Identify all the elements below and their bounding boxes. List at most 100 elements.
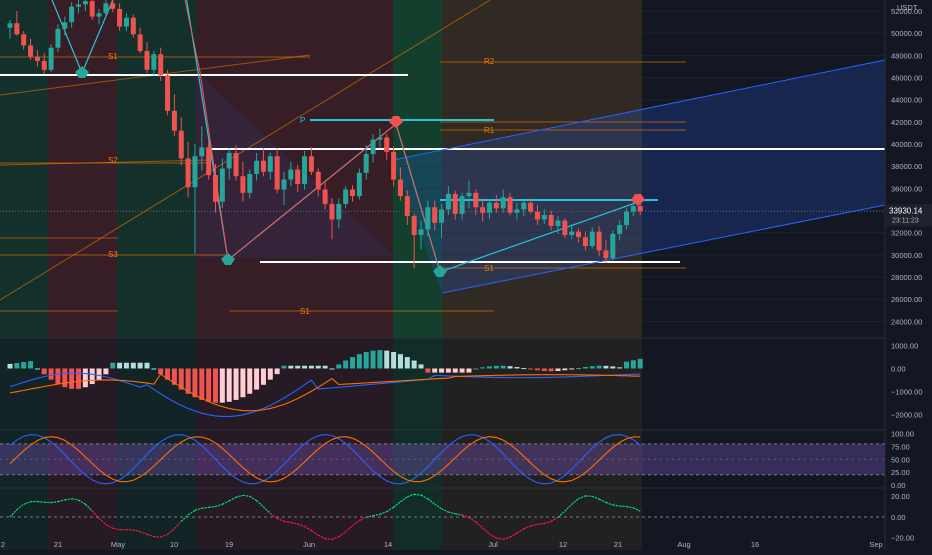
candle-body [309,156,314,172]
macd-histogram-bar [610,366,615,368]
candle-body [501,197,506,208]
candle-body [165,75,170,110]
candle-body [364,154,369,173]
candle-body [377,137,382,139]
macd-histogram-bar [405,357,410,368]
macd-histogram-bar [446,368,451,372]
macd-histogram-bar [343,361,348,369]
pivot-label: S1 [484,264,494,273]
pivot-label: R2 [484,57,495,66]
macd-histogram-bar [288,366,293,369]
macd-histogram-bar [42,368,47,374]
candle-body [569,232,574,235]
macd-histogram-bar [556,368,561,370]
macd-histogram-bar [631,360,636,368]
candle-body [556,221,561,227]
macd-histogram-bar [508,366,513,368]
pivot-label: S1 [108,52,118,61]
macd-histogram-bar [35,368,40,369]
candle-body [268,156,273,172]
time-tick-label: Sep [869,540,882,549]
zone-band [117,0,196,338]
macd-histogram-bar [336,364,341,368]
macd-histogram-bar [473,368,478,369]
candle-body [466,193,471,196]
candle-body [199,147,204,156]
candle-body [617,225,622,234]
pivot-label: S3 [108,250,118,259]
price-tick-label: 40000.00 [891,140,922,149]
stoch-tick-label: 75.00 [891,442,910,451]
candle-body [446,194,451,210]
time-tick-label: 16 [751,540,759,549]
macd-histogram-bar [323,366,328,369]
candle-body [206,147,211,175]
time-tick-label: 21 [614,540,622,549]
candle-body [192,156,197,187]
candle-body [542,215,547,219]
candle-body [35,57,40,61]
macd-histogram-bar [275,368,280,374]
candle-body [576,232,581,238]
macd-histogram-bar [453,368,458,372]
candle-body [227,153,232,169]
macd-histogram-bar [247,368,252,393]
osc-tick-label: −20.00 [891,534,914,543]
time-tick-label: 19 [225,540,233,549]
osc-tick-label: 20.00 [891,492,910,501]
candle-body [624,212,629,225]
macd-histogram-bar [158,368,163,374]
candle-body [412,216,417,235]
candle-body [371,140,376,154]
candle-body [398,180,403,197]
macd-histogram-bar [83,368,88,387]
macd-histogram-bar [131,363,136,369]
candle-body [42,61,47,70]
price-tick-label: 50000.00 [891,29,922,38]
macd-histogram-bar [21,362,26,368]
time-tick-label: 14 [384,540,392,549]
macd-histogram-bar [487,366,492,368]
macd-histogram-bar [528,368,533,369]
macd-histogram-bar [145,363,150,369]
macd-histogram-bar [569,368,574,369]
candle-body [151,54,156,70]
macd-tick-label: 0.00 [891,364,906,373]
macd-histogram-bar [206,368,211,401]
candle-body [14,23,19,34]
macd-histogram-bar [549,368,554,371]
price-tick-label: 46000.00 [891,74,922,83]
macd-histogram-bar [62,368,67,387]
macd-histogram-bar [8,364,13,369]
candle-body [240,176,245,193]
macd-histogram-bar [110,363,115,369]
macd-histogram-bar [603,366,608,369]
price-tick-label: 30000.00 [891,251,922,260]
time-tick-label: 12 [559,540,567,549]
macd-histogram-bar [494,366,499,369]
candle-body [158,54,163,75]
macd-histogram-bar [590,366,595,368]
candle-body [432,207,437,223]
macd-histogram-bar [316,366,321,369]
candle-body [535,212,540,220]
macd-histogram-bar [261,368,266,384]
macd-histogram-bar [535,368,540,370]
macd-histogram-bar [371,351,376,369]
candle-body [220,168,225,201]
macd-histogram-bar [514,367,519,368]
candle-body [419,229,424,235]
macd-histogram-bar [240,368,245,397]
macd-histogram-bar [597,366,602,369]
macd-histogram-bar [138,363,143,369]
time-tick-label: 10 [170,540,178,549]
macd-histogram-bar [521,368,526,369]
candle-body [405,196,410,216]
candle-body [69,7,74,23]
macd-histogram-bar [14,363,19,368]
candle-body [425,207,430,229]
candle-body [288,170,293,180]
macd-histogram-bar [302,366,307,369]
